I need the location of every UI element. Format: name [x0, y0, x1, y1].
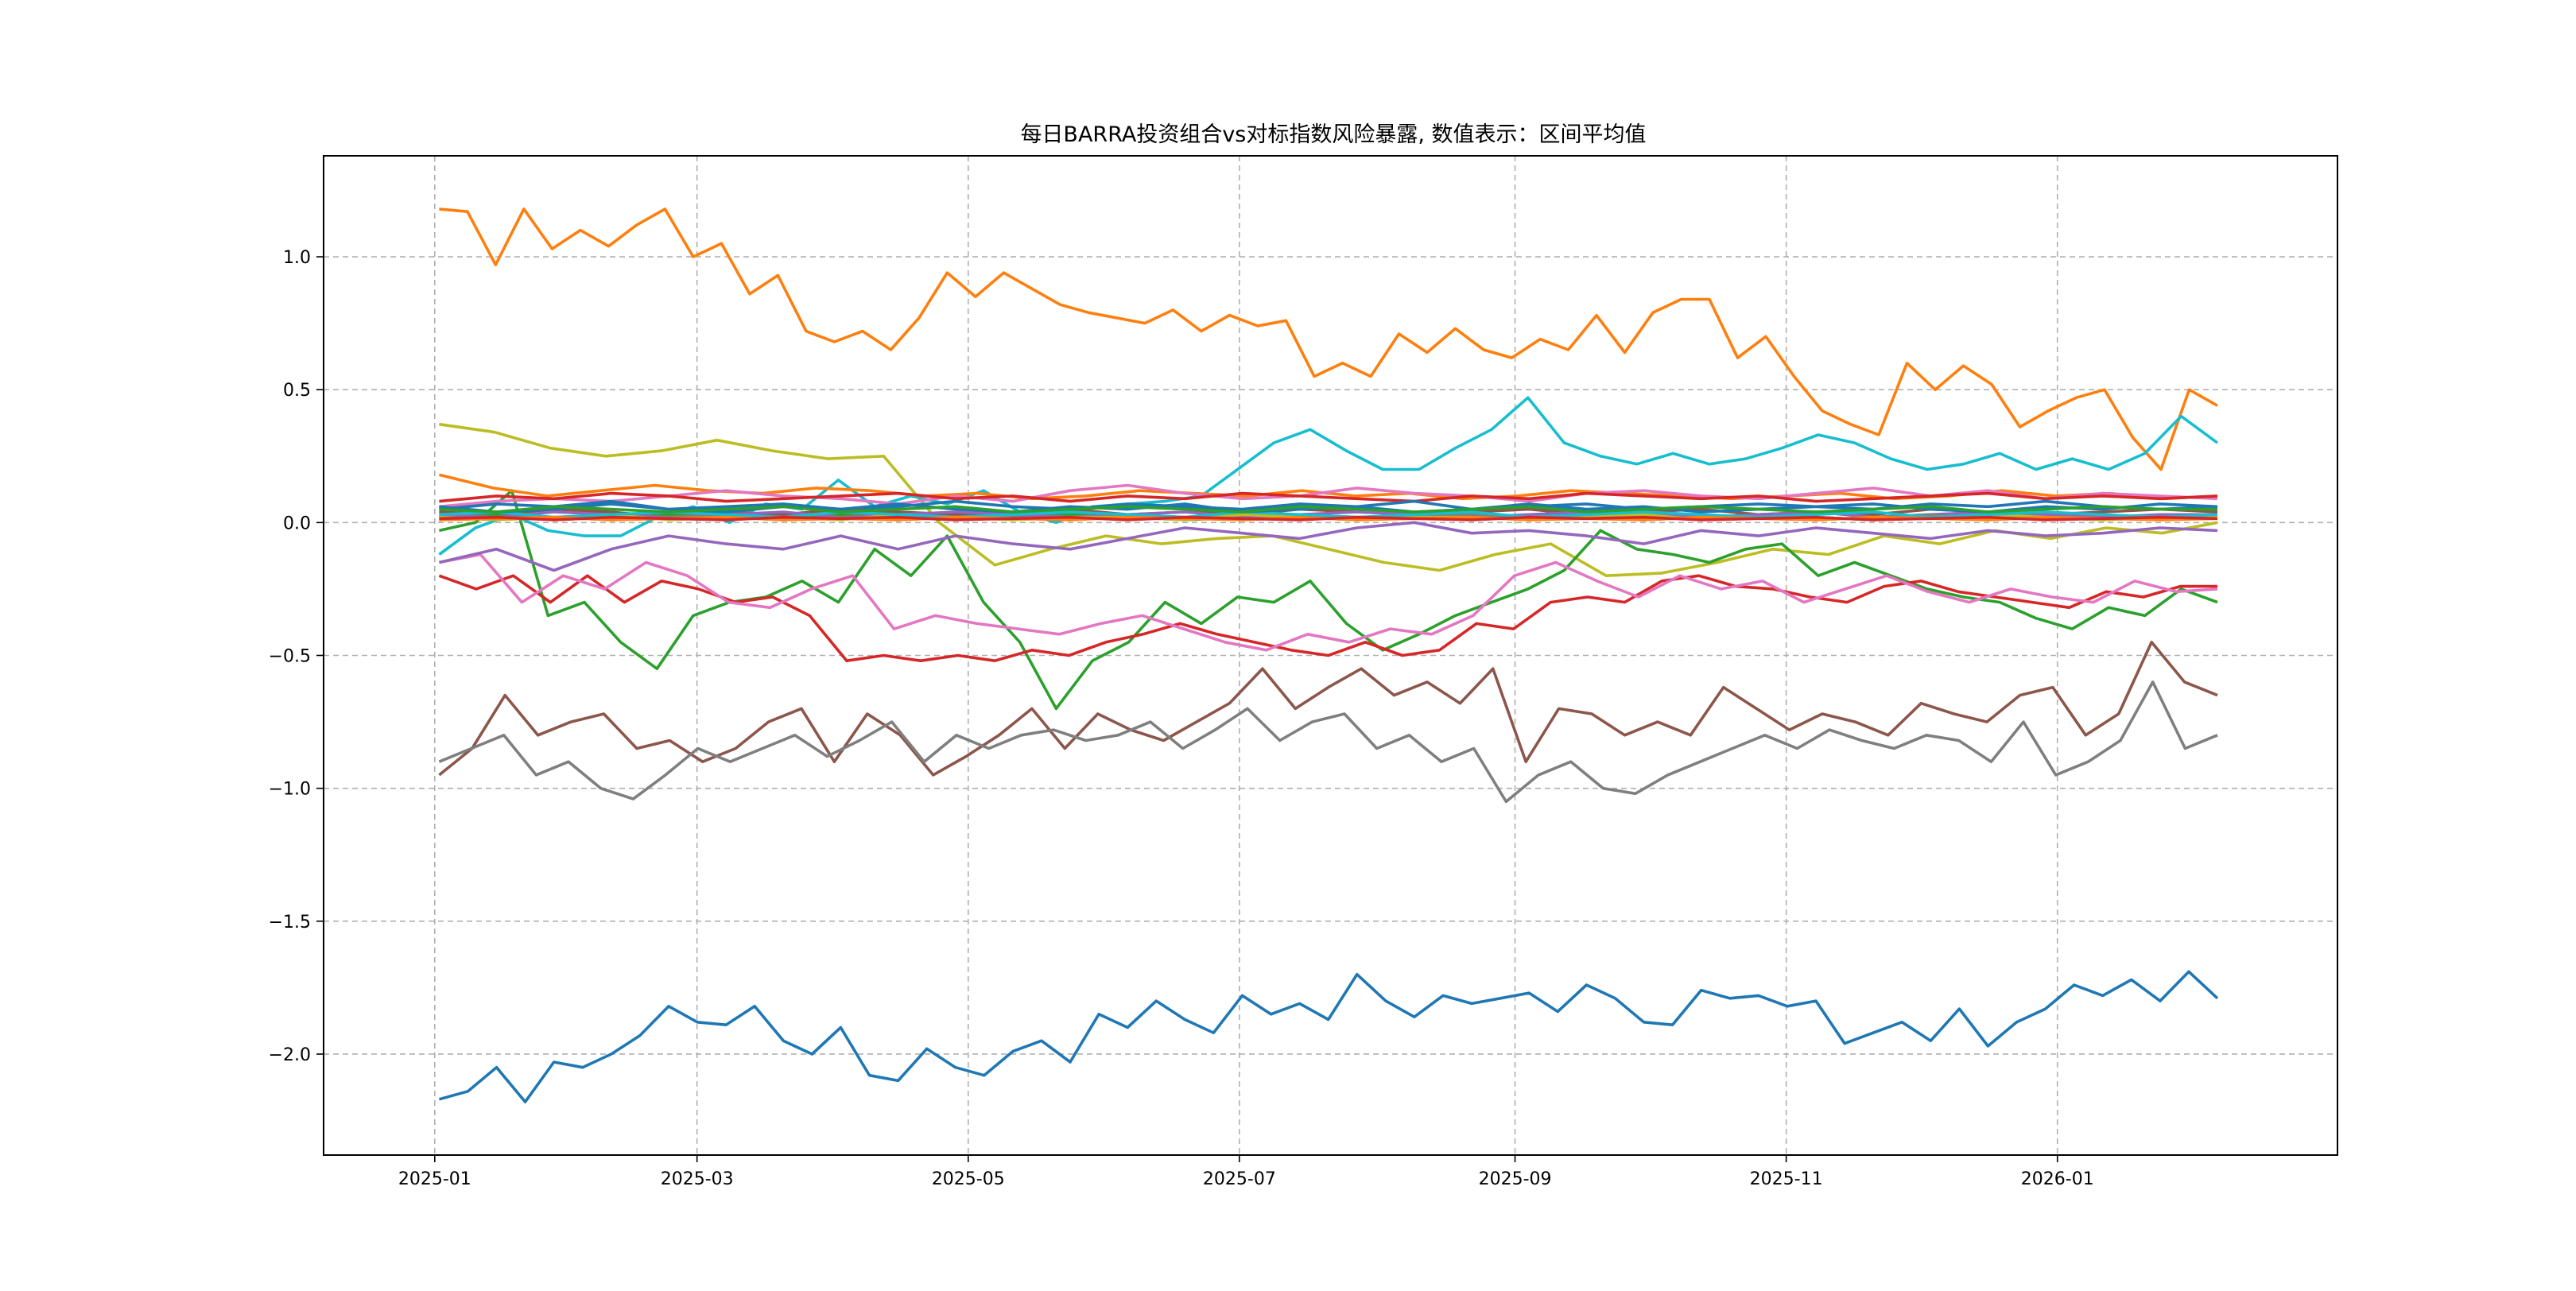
series-line-12: [439, 483, 2218, 509]
grid-layer: [324, 156, 2337, 1155]
y-tick-label: 0.5: [283, 381, 311, 401]
series-layer: [438, 207, 2219, 1103]
series-line-1: [438, 970, 2219, 1103]
x-tick-label: 2025-07: [1203, 1169, 1276, 1189]
series-line-8: [438, 521, 2218, 572]
series-line-24: [439, 505, 2217, 514]
y-tick-label: 1.0: [283, 248, 311, 268]
series-line-7: [439, 552, 2218, 652]
y-tick-label: −1.5: [269, 913, 311, 932]
x-tick-label: 2025-05: [932, 1169, 1005, 1189]
series-line-22: [439, 515, 2218, 521]
x-tick-label: 2025-09: [1479, 1169, 1552, 1189]
series-line-10: [438, 680, 2218, 804]
series-line-20: [439, 510, 2218, 519]
y-tick-label: −2.0: [269, 1045, 311, 1065]
series-line-3: [439, 422, 2218, 577]
y-tick-label: 0.0: [283, 514, 311, 533]
series-line-13: [439, 491, 2218, 503]
series-line-9: [438, 641, 2218, 777]
x-tick-label: 2025-03: [661, 1169, 734, 1189]
plot-frame: [323, 155, 2338, 1156]
x-tick-label: 2025-01: [398, 1169, 471, 1189]
chart-title: 每日BARRA投资组合vs对标指数风险暴露, 数值表示：区间平均值: [1020, 122, 1646, 147]
series-line-2: [439, 207, 2218, 471]
y-tick-label: −1.0: [269, 780, 311, 800]
series-line-14: [439, 499, 2218, 511]
x-tick-label: 2026-01: [2021, 1169, 2094, 1189]
axis-layer: −2.0 −1.5 −1.0 −0.5 0.0 0.5 1.0 2025-01 2025-03 2…: [269, 155, 2338, 1189]
x-tick-label: 2025-11: [1750, 1169, 1823, 1189]
y-tick-label: −0.5: [269, 647, 311, 667]
